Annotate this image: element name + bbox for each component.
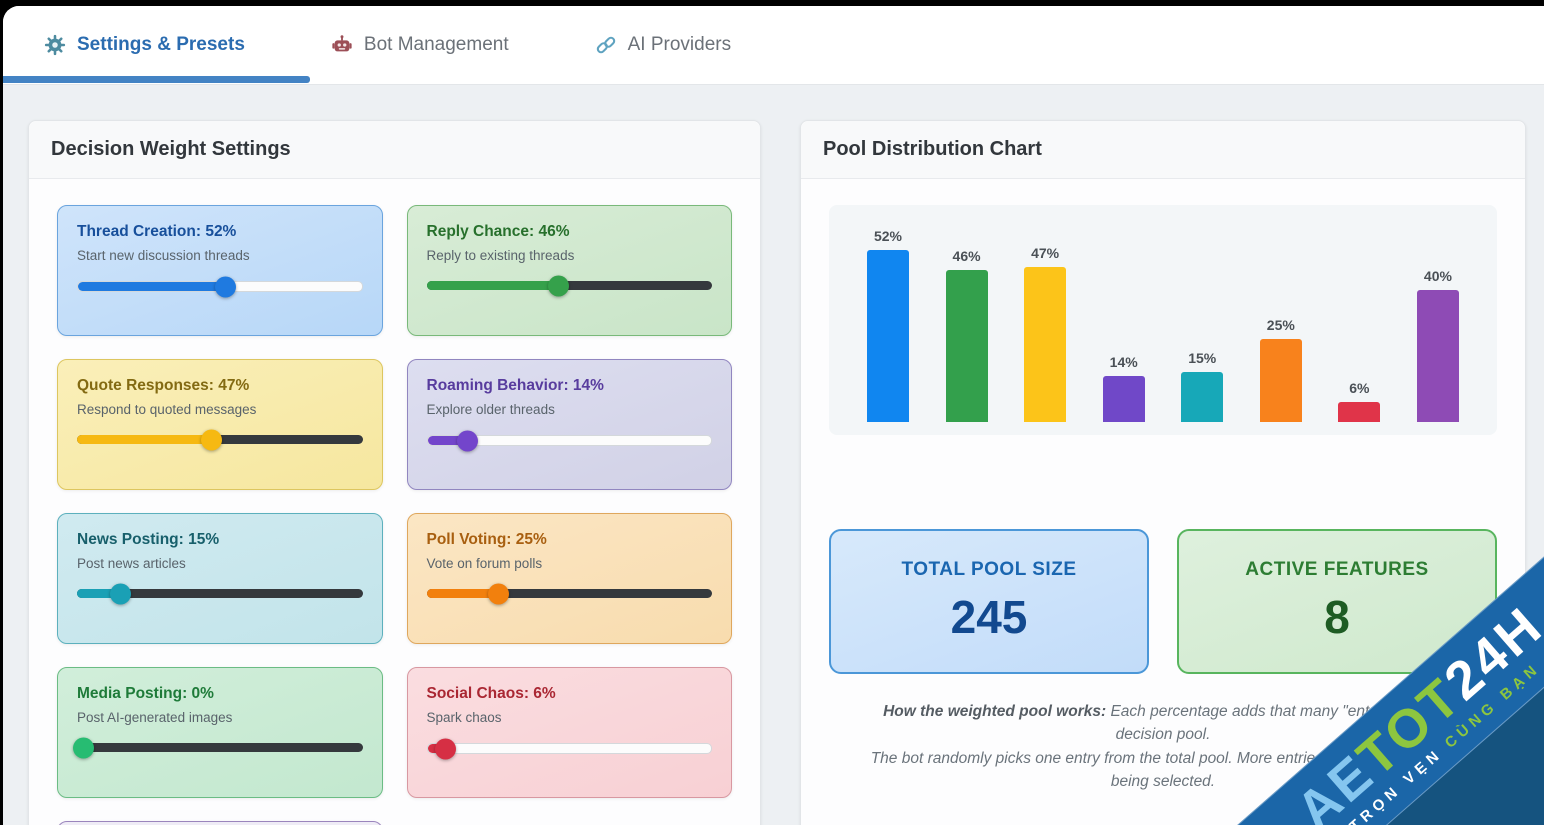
slider-fill: [427, 436, 468, 445]
slider-fill: [77, 435, 212, 444]
weight-slider[interactable]: [426, 738, 712, 759]
slider-thumb[interactable]: [434, 738, 456, 759]
chart-bar: [1416, 290, 1459, 422]
bar-value-label: 46%: [952, 248, 981, 264]
weight-slider[interactable]: [73, 737, 363, 758]
weight-cards-grid: Thread Creation: 52% Start new discussio…: [57, 205, 732, 825]
weight-card-desc: Post news articles: [77, 556, 186, 571]
slider-thumb[interactable]: [457, 430, 479, 451]
weight-card: Reply Chance: 46% Reply to existing thre…: [406, 205, 732, 336]
bar-value-label: 52%: [873, 228, 903, 244]
weight-slider[interactable]: [77, 429, 363, 450]
tab-label: AI Providers: [627, 34, 732, 55]
weight-card-title: Poll Voting: 25%: [426, 531, 547, 548]
weight-card: Poll Voting: 25% Vote on forum polls: [406, 513, 732, 644]
weight-card-desc: Start new discussion threads: [77, 248, 250, 263]
chart-bar: [1181, 372, 1224, 422]
bar-value-label: 14%: [1109, 354, 1138, 370]
weight-slider[interactable]: [426, 583, 712, 604]
stats-row: TOTAL POOL SIZE 245 ACTIVE FEATURES 8: [829, 529, 1497, 674]
bar-value-label: 6%: [1349, 380, 1370, 396]
total-pool-size-value: 245: [950, 591, 1028, 643]
weight-card-title: Quote Responses: 47%: [77, 377, 250, 394]
tab-ai-providers[interactable]: AI Providers: [595, 34, 731, 56]
pool-explanation-lead: How the weighted pool works:: [883, 703, 1107, 720]
bar-group: 46%: [944, 248, 990, 422]
slider-thumb[interactable]: [73, 737, 94, 758]
chart-bar: [1102, 376, 1145, 422]
weight-card-title: Social Chaos: 6%: [426, 685, 556, 702]
weight-slider[interactable]: [77, 583, 363, 604]
weight-slider[interactable]: [426, 430, 712, 451]
chart-bar: [1024, 267, 1067, 422]
pool-distribution-chart: 52% 46% 47% 14% 15% 25% 6% 40%: [829, 205, 1497, 435]
weight-card-title: Media Posting: 0%: [77, 685, 214, 702]
tab-label: Bot Management: [363, 34, 509, 55]
weight-card-title: Reply Chance: 46%: [426, 223, 570, 240]
chart-bar: [1259, 339, 1302, 422]
active-features-label: ACTIVE FEATURES: [1245, 559, 1429, 580]
bar-value-label: 47%: [1031, 245, 1060, 261]
slider-fill: [77, 589, 120, 598]
slider-thumb[interactable]: [547, 275, 569, 296]
weight-card-desc: Explore older threads: [426, 402, 555, 417]
weight-card-desc: Reply to existing threads: [426, 248, 575, 263]
bar-group: 6%: [1336, 380, 1382, 422]
bar-value-label: 40%: [1423, 268, 1452, 284]
tab-label: Settings & Presets: [77, 34, 245, 55]
bar-value-label: 25%: [1266, 317, 1295, 333]
gear-icon: [44, 34, 66, 56]
weight-card-desc: Vote on forum polls: [426, 556, 543, 571]
weight-card: Media Posting: 0% Post AI-generated imag…: [57, 667, 383, 798]
weight-card: Thread Creation: 52% Start new discussio…: [57, 205, 383, 336]
weight-card-desc: Spark chaos: [426, 710, 502, 725]
bar-group: 40%: [1415, 268, 1461, 422]
bar-value-label: 15%: [1188, 350, 1217, 366]
active-features-value: 8: [1324, 591, 1350, 643]
total-pool-size-box: TOTAL POOL SIZE 245: [829, 529, 1149, 674]
decision-weight-panel: Decision Weight Settings Thread Creation…: [28, 120, 761, 825]
pool-distribution-panel-title: Pool Distribution Chart: [801, 121, 1525, 179]
weight-card-desc: Post AI-generated images: [77, 710, 233, 725]
bar-group: 47%: [1022, 245, 1068, 422]
weight-card: Quote Responses: 47% Respond to quoted m…: [57, 359, 383, 490]
slider-fill: [426, 281, 558, 290]
weight-card-desc: Respond to quoted messages: [77, 402, 257, 417]
slider-thumb[interactable]: [215, 276, 237, 297]
slider-thumb[interactable]: [201, 429, 223, 450]
bar-group: 52%: [865, 228, 911, 422]
bar-group: 15%: [1179, 350, 1225, 422]
slider-fill: [426, 589, 498, 598]
tab-settings-presets[interactable]: Settings & Presets: [44, 34, 245, 56]
bar-group: 25%: [1258, 317, 1304, 422]
weight-slider[interactable]: [426, 275, 712, 296]
app-window: Settings & Presets Bot Managemen: [3, 6, 1544, 825]
weight-slider[interactable]: [77, 276, 363, 297]
slider-thumb[interactable]: [109, 583, 131, 604]
chart-bar: [1338, 402, 1381, 422]
main-content: Decision Weight Settings Thread Creation…: [3, 85, 1544, 825]
tab-bar: Settings & Presets Bot Managemen: [3, 6, 1544, 85]
pool-explanation-line1: How the weighted pool works: Each percen…: [883, 703, 1443, 744]
link-icon: [595, 34, 617, 56]
weight-card: News Posting: 15% Post news articles: [57, 513, 383, 644]
weight-card: Social Chaos: 6% Spark chaos: [406, 667, 732, 798]
active-tab-underline: [3, 76, 310, 83]
active-features-box: ACTIVE FEATURES 8: [1177, 529, 1497, 674]
chart-bar: [945, 270, 988, 422]
decision-weight-panel-title: Decision Weight Settings: [29, 121, 760, 179]
total-pool-size-label: TOTAL POOL SIZE: [901, 559, 1077, 580]
weight-card-title: Roaming Behavior: 14%: [426, 377, 604, 394]
bar-group: 14%: [1101, 354, 1147, 422]
chart-bar: [867, 250, 909, 422]
weight-card-title: Thread Creation: 52%: [77, 223, 237, 240]
weight-card: [57, 821, 383, 825]
slider-fill: [78, 282, 226, 291]
robot-icon: [331, 34, 353, 56]
weight-card: Roaming Behavior: 14% Explore older thre…: [406, 359, 732, 490]
slider-thumb[interactable]: [487, 583, 509, 604]
weight-card-title: News Posting: 15%: [77, 531, 220, 548]
tab-bot-management[interactable]: Bot Management: [331, 34, 509, 56]
